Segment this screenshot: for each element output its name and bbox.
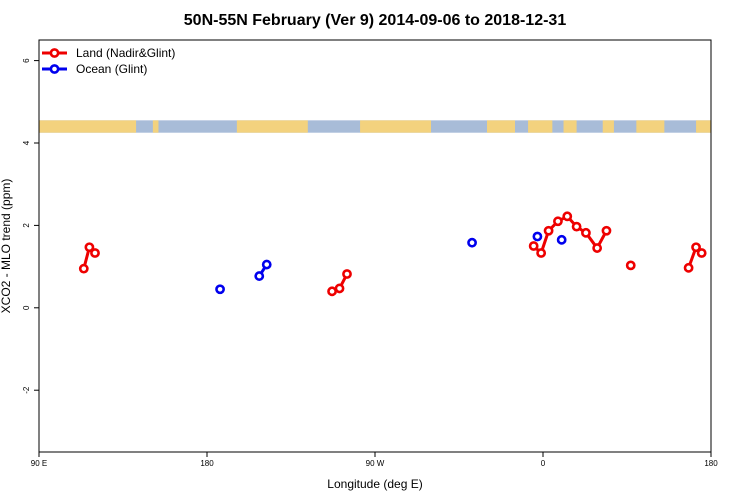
data-point (601, 225, 612, 236)
y-axis-label: XCO2 - MLO trend (ppm) (0, 179, 13, 314)
x-tick-label: 180 (200, 459, 214, 468)
y-tick-label: -2 (22, 386, 31, 394)
map-land-9 (636, 120, 665, 133)
data-point (78, 263, 89, 274)
x-tick-label: 0 (541, 459, 546, 468)
map-land-1 (152, 120, 159, 133)
data-point (467, 237, 477, 248)
data-point (254, 271, 265, 281)
y-tick-label: 4 (22, 140, 31, 145)
x-axis-ticks: 90 E 180 90 W 0 180 (31, 452, 718, 468)
y-axis-ticks: -2 0 2 4 6 (22, 58, 39, 394)
data-point (592, 243, 603, 253)
data-point (696, 248, 707, 258)
map-land-3 (360, 120, 431, 133)
x-tick-label: 90 E (31, 459, 47, 468)
map-land-7 (563, 120, 577, 133)
data-point (90, 248, 100, 258)
data-point (562, 211, 573, 222)
legend-swatch-marker (49, 64, 60, 74)
data-point (528, 241, 539, 251)
data-point (84, 242, 95, 253)
data-point (327, 286, 337, 297)
plot-frame (38, 39, 712, 453)
data-point (691, 242, 701, 253)
y-tick-label: 0 (22, 305, 31, 310)
chart-title: 50N-55N February (Ver 9) 2014-09-06 to 2… (184, 12, 567, 29)
map-land-6 (543, 120, 553, 133)
map-land-8 (602, 120, 614, 133)
y-tick-label: 6 (22, 58, 31, 63)
series-1 (215, 231, 567, 295)
data-point (571, 221, 582, 232)
data-point (581, 227, 591, 238)
data-point (536, 248, 547, 258)
map-land-10 (696, 120, 711, 133)
map-land-4 (487, 120, 515, 133)
world-map-strip (39, 120, 711, 133)
map-land-5 (528, 120, 543, 133)
map-land-2 (236, 120, 308, 133)
data-point (625, 260, 636, 271)
data-point (532, 231, 543, 242)
y-tick-label: 2 (22, 223, 31, 228)
x-tick-label: 180 (704, 459, 718, 468)
data-point (334, 283, 345, 294)
series-group (78, 211, 707, 297)
data-point (556, 234, 567, 245)
data-point (342, 269, 352, 279)
data-point (215, 284, 225, 295)
legend-label: Ocean (Glint) (76, 62, 147, 76)
data-point (553, 216, 563, 227)
data-point (543, 225, 554, 236)
map-land-0 (39, 120, 137, 133)
legend-label: Land (Nadir&Glint) (76, 46, 175, 60)
legend: Land (Nadir&Glint) Ocean (Glint) (42, 46, 175, 76)
data-point (261, 259, 272, 270)
legend-swatch-marker (49, 48, 60, 58)
data-point (683, 262, 694, 273)
series-0 (78, 211, 707, 297)
x-axis-label: Longitude (deg E) (327, 477, 422, 491)
x-tick-label: 90 W (366, 459, 385, 468)
